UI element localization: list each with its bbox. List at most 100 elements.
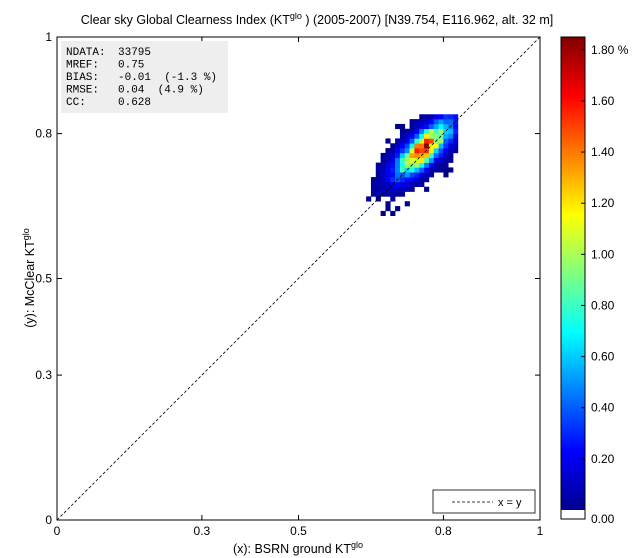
heatmap-cell — [443, 114, 449, 120]
heatmap-cell — [419, 167, 425, 173]
heatmap-cell — [409, 143, 415, 149]
colorbar-tick-label: 1.60 — [591, 94, 615, 108]
heatmap-cell — [438, 123, 444, 130]
heatmap-cell — [399, 162, 406, 168]
heatmap-cell — [404, 128, 410, 134]
stat-label: RMSE: — [66, 85, 99, 97]
heatmap-cell — [414, 119, 420, 125]
heatmap-cell — [448, 157, 454, 163]
heatmap-cell — [438, 148, 444, 154]
heatmap-cell — [404, 133, 410, 139]
heatmap-cell — [404, 181, 410, 188]
heatmap-cell — [419, 172, 425, 178]
heatmap-cell — [380, 181, 386, 188]
heatmap-cell — [433, 119, 439, 125]
heatmap-cell — [409, 157, 415, 163]
heatmap-cell — [428, 148, 435, 154]
heatmap-cell — [390, 143, 396, 149]
heatmap-cell — [390, 148, 396, 154]
heatmap-cell — [390, 167, 396, 173]
y-tick-label: 0.5 — [35, 272, 52, 286]
heatmap-cell — [448, 152, 454, 159]
heatmap-cell — [385, 167, 391, 173]
heatmap-cell — [414, 167, 420, 173]
heatmap-cell — [428, 123, 435, 130]
heatmap-cell — [428, 157, 435, 163]
heatmap-cell — [448, 119, 454, 125]
x-tick-label: 0 — [54, 524, 61, 538]
heatmap-cell — [424, 177, 430, 183]
heatmap-cell — [390, 196, 396, 202]
heatmap-cell — [370, 191, 377, 197]
heatmap-cell — [385, 191, 391, 197]
heatmap-cell — [380, 152, 386, 159]
heatmap-cell — [375, 186, 381, 192]
stat-value: -0.01 (-1.3 %) — [118, 72, 217, 84]
heatmap-cell — [414, 152, 420, 159]
heatmap-cell — [414, 143, 420, 149]
heatmap-cell — [395, 167, 401, 173]
colorbar-tick-label: 1.20 — [591, 196, 615, 210]
stat-value: 33795 — [118, 47, 151, 59]
heatmap-cell — [390, 172, 396, 178]
heatmap-cell — [428, 128, 435, 134]
heatmap-cell — [428, 162, 435, 168]
heatmap-cell — [433, 162, 439, 168]
stat-value: 0.628 — [118, 97, 151, 109]
colorbar-tick-label: 0.80 — [591, 298, 615, 312]
heatmap-cell — [399, 133, 406, 139]
heatmap-cell — [453, 114, 459, 120]
heatmap-cell — [443, 138, 449, 144]
heatmap-cell — [395, 191, 401, 197]
heatmap-cell — [428, 138, 435, 144]
heatmap-cell — [424, 162, 430, 168]
heatmap-cell — [404, 201, 410, 207]
x-tick-label: 0.3 — [194, 524, 211, 538]
heatmap-cell — [399, 138, 406, 144]
heatmap-cell — [438, 167, 444, 173]
heatmap-cell — [438, 157, 444, 163]
heatmap-cell — [404, 148, 410, 154]
heatmap-cell — [385, 152, 391, 159]
y-tick-label: 0.3 — [35, 368, 52, 382]
heatmap-cell — [390, 162, 396, 168]
heatmap-cell — [414, 148, 420, 154]
heatmap-cell — [424, 152, 430, 159]
heatmap-cell — [390, 177, 396, 183]
legend-label: x = y — [498, 497, 522, 509]
heatmap-cell — [443, 152, 449, 159]
heatmap-cell — [428, 133, 435, 139]
heatmap-cell — [433, 167, 439, 173]
colorbar-tick-label: 1.80 % — [591, 43, 629, 57]
heatmap-cell — [409, 138, 415, 144]
x-axis-label: (x): BSRN ground KTglo — [233, 540, 363, 556]
heatmap-cell — [380, 172, 386, 178]
heatmap-cell — [424, 167, 430, 173]
heatmap-cell — [433, 128, 439, 134]
x-axis: 0 0.3 0.5 0.8 1 — [54, 37, 544, 538]
heatmap-cell — [419, 181, 425, 188]
stat-label: BIAS: — [66, 72, 99, 84]
heatmap-cell — [414, 138, 420, 144]
heatmap-cell — [390, 152, 396, 159]
heatmap-cell — [399, 157, 406, 163]
stat-label: MREF: — [66, 60, 99, 72]
heatmap-cell — [433, 157, 439, 163]
heatmap-cell — [424, 128, 430, 134]
heatmap-cell — [395, 148, 401, 154]
heatmap-cell — [419, 119, 425, 125]
heatmap-cell — [395, 162, 401, 168]
heatmap-cell — [433, 148, 439, 154]
heatmap-cell — [390, 157, 396, 163]
heatmap-cell — [370, 177, 377, 183]
heatmap-cell — [428, 114, 435, 120]
heatmap-cell — [453, 123, 459, 130]
heatmap-cell — [375, 181, 381, 188]
heatmap-cell — [453, 143, 459, 149]
heatmap-cell — [409, 186, 415, 192]
heatmap-cell — [399, 152, 406, 159]
heatmap-cell — [424, 114, 430, 120]
heatmap-cell — [370, 181, 377, 188]
heatmap-cell — [385, 138, 391, 144]
heatmap-cell — [448, 133, 454, 139]
